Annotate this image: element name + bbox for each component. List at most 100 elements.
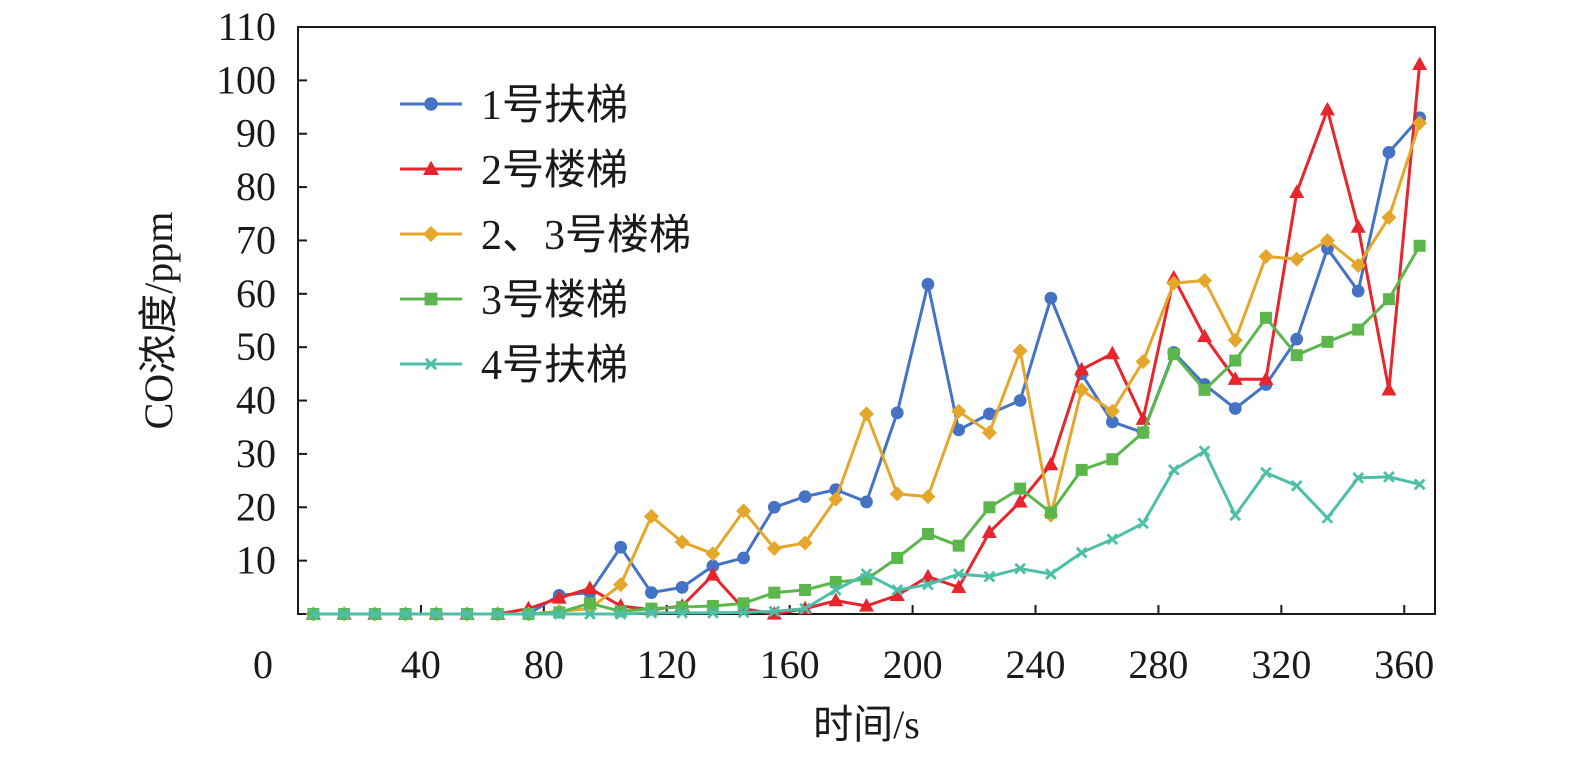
data-point	[705, 567, 721, 581]
y-tick-label: 80	[236, 164, 276, 209]
data-point	[706, 607, 719, 619]
data-point	[1074, 382, 1090, 398]
data-point	[1014, 562, 1027, 575]
data-point	[1258, 248, 1274, 264]
data-point	[423, 226, 439, 242]
data-point	[829, 575, 842, 588]
data-point	[981, 524, 997, 538]
data-point	[338, 608, 350, 620]
data-point	[1383, 470, 1395, 483]
data-point	[889, 486, 905, 502]
data-point	[921, 277, 935, 291]
data-point	[553, 608, 566, 620]
data-point	[952, 423, 966, 437]
data-point	[1106, 533, 1119, 546]
data-point	[1135, 354, 1151, 370]
legend-item: 1号扶梯	[400, 83, 628, 129]
data-point	[1290, 480, 1303, 492]
legend-label: 2、3号楼梯	[481, 213, 691, 259]
data-point	[430, 608, 443, 620]
data-point	[860, 495, 873, 509]
data-point	[1014, 482, 1027, 495]
data-point	[737, 606, 750, 619]
data-point	[1412, 115, 1428, 131]
data-point	[675, 580, 689, 594]
data-point	[424, 97, 438, 111]
data-point	[1289, 251, 1305, 267]
series-line	[313, 64, 1422, 616]
data-point	[1321, 335, 1334, 348]
series-line	[313, 245, 1421, 616]
data-point	[983, 407, 996, 421]
data-point	[1106, 453, 1119, 466]
data-point	[1229, 509, 1242, 522]
data-point	[1104, 403, 1120, 419]
series-4	[307, 239, 1426, 620]
data-point	[922, 578, 934, 591]
data-point	[952, 568, 965, 580]
data-point	[1290, 332, 1304, 346]
legend-item: 2号楼梯	[400, 148, 628, 194]
data-point	[1044, 506, 1057, 519]
legend-label: 3号楼梯	[481, 278, 628, 324]
legend-label: 2号楼梯	[481, 148, 628, 194]
data-point	[737, 551, 750, 565]
data-point	[768, 586, 781, 599]
data-point	[583, 597, 596, 610]
series-5	[307, 445, 1426, 620]
data-point	[614, 608, 627, 620]
data-point	[1137, 517, 1149, 530]
data-point	[890, 406, 904, 420]
data-point	[1259, 311, 1272, 324]
data-point	[1229, 354, 1242, 367]
data-point	[1105, 415, 1119, 429]
data-point	[981, 425, 997, 441]
series-layer	[305, 56, 1428, 622]
data-point	[891, 551, 904, 564]
data-point	[424, 357, 438, 371]
data-point	[859, 598, 874, 612]
data-point	[423, 160, 439, 175]
data-point	[461, 608, 473, 620]
data-point	[1351, 284, 1365, 298]
data-point	[613, 577, 629, 593]
data-point	[1137, 426, 1150, 439]
data-point	[1075, 546, 1088, 559]
data-point	[1413, 478, 1426, 491]
data-point	[799, 583, 812, 596]
x-tick-label: 160	[760, 642, 820, 687]
data-point	[1352, 323, 1365, 336]
data-point	[860, 568, 873, 580]
data-point	[1227, 371, 1243, 385]
data-point	[1228, 402, 1242, 415]
data-point	[1198, 383, 1211, 396]
data-point	[676, 607, 688, 619]
y-tick-label: 10	[236, 538, 276, 583]
y-tick-label: 30	[236, 431, 276, 476]
data-point	[828, 491, 844, 507]
data-point	[1413, 239, 1426, 252]
data-point	[614, 540, 628, 554]
series-3	[305, 115, 1428, 622]
data-point	[368, 608, 381, 620]
data-point	[1319, 232, 1335, 248]
legend-item: 2、3号楼梯	[400, 213, 691, 259]
legend-label: 4号扶梯	[481, 343, 628, 389]
data-point	[1381, 210, 1397, 226]
x-tick-label: 240	[1006, 642, 1066, 687]
data-point	[798, 490, 812, 503]
y-tick-label: 60	[236, 271, 276, 316]
data-point	[983, 570, 996, 583]
data-point	[1043, 456, 1059, 471]
data-point	[951, 579, 967, 593]
data-point	[307, 608, 320, 620]
axes: 10 20 30 40 50 60 70 80 90 100 110 0 40 80 120 160 200 24…	[136, 4, 1436, 747]
data-point	[1350, 219, 1366, 233]
data-point	[829, 584, 842, 596]
data-point	[1167, 464, 1180, 476]
data-point	[1382, 146, 1396, 159]
plot-frame	[297, 26, 1436, 615]
data-point	[921, 527, 934, 540]
data-point	[952, 539, 965, 552]
data-point	[1321, 242, 1334, 255]
